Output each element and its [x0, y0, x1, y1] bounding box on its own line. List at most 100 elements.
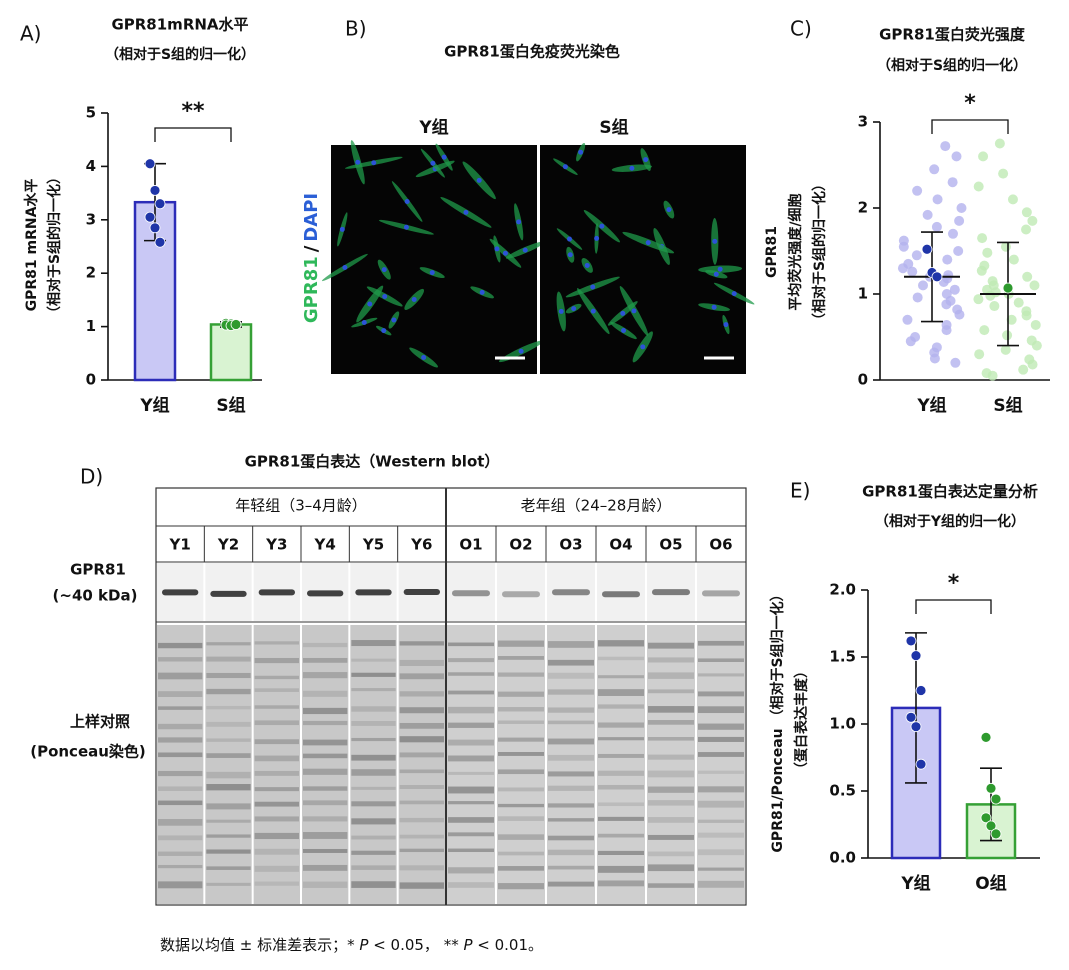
column-label: S组	[599, 117, 628, 138]
ponceau-lane	[253, 625, 300, 904]
nucleus	[594, 235, 600, 241]
y-axis-label: （相对于S组的归一化）	[811, 177, 828, 327]
group-label: 年轻组（3–4月龄）	[235, 497, 367, 515]
nucleus	[342, 264, 348, 270]
ponceau-band	[498, 787, 544, 792]
ponceau-band	[648, 706, 694, 713]
nucleus	[381, 328, 387, 334]
band	[652, 589, 690, 596]
y-tick-label: 1.0	[829, 715, 856, 733]
ponceau-band	[448, 867, 494, 874]
cell-point	[982, 247, 993, 258]
y-axis-label: GPR81 mRNA水平	[23, 179, 40, 312]
nucleus	[645, 240, 651, 246]
micrograph	[540, 145, 746, 374]
nucleus	[382, 293, 388, 299]
chart-title: GPR81蛋白表达定量分析	[862, 483, 1038, 501]
cell-point	[1002, 330, 1013, 341]
cell-point	[949, 284, 960, 295]
ponceau-band	[254, 881, 299, 886]
significance-label: **	[181, 99, 205, 124]
x-tick-label: Y组	[900, 873, 930, 894]
lane-label: Y4	[314, 536, 336, 554]
data-point	[149, 222, 161, 234]
ponceau-band	[448, 722, 494, 728]
ponceau-band	[351, 786, 396, 790]
band	[502, 591, 540, 598]
cell-point	[976, 265, 987, 276]
cell-point	[998, 168, 1009, 179]
ponceau-band	[254, 641, 299, 645]
ponceau-band	[548, 672, 594, 679]
y-tick-label: 0	[858, 371, 868, 389]
ponceau-band	[303, 657, 348, 663]
chart-subtitle: （相对于S组的归一化）	[877, 57, 1027, 74]
cell-point	[941, 299, 952, 310]
ponceau-band	[698, 673, 744, 677]
stain-gpr81: GPR81	[301, 256, 322, 323]
ponceau-band	[648, 851, 694, 857]
chart-title: GPR81蛋白荧光强度	[879, 26, 1026, 44]
panel-label: C)	[790, 17, 812, 41]
ponceau-band	[548, 707, 594, 713]
footnote-part: P	[359, 936, 369, 954]
cell-point	[1018, 364, 1029, 375]
cell-point	[897, 263, 908, 274]
ponceau-band	[399, 769, 444, 774]
cell-point	[956, 203, 967, 213]
ponceau-lane	[597, 625, 645, 904]
stain-slash: /	[301, 245, 322, 252]
ponceau-band	[399, 752, 444, 758]
ponceau-band	[158, 835, 203, 841]
ponceau-band	[698, 880, 744, 888]
ponceau-band	[351, 881, 396, 888]
ponceau-band	[498, 707, 544, 712]
ponceau-band	[158, 851, 203, 856]
nucleus	[717, 266, 723, 272]
ponceau-band	[548, 689, 594, 695]
ponceau-band	[206, 849, 251, 854]
ponceau-band	[399, 800, 444, 805]
ponceau-band	[548, 849, 594, 856]
cell-point	[1006, 314, 1017, 325]
data-point	[990, 793, 1002, 805]
cell-point	[940, 141, 951, 152]
lane-label: Y3	[265, 536, 287, 554]
y-tick-label: 3	[86, 210, 96, 228]
ponceau-band	[158, 819, 203, 826]
row-label: (~40 kDa)	[53, 587, 138, 605]
nucleus	[562, 164, 568, 170]
ponceau-band	[448, 755, 494, 762]
nucleus	[381, 267, 387, 273]
nucleus	[558, 308, 564, 314]
nucleus	[479, 289, 485, 295]
ponceau-lane	[497, 625, 545, 904]
nucleus	[339, 226, 345, 232]
cell-point	[907, 266, 918, 277]
ponceau-band	[158, 691, 203, 697]
ponceau-band	[206, 771, 251, 779]
ponceau-band	[698, 691, 744, 697]
nucleus	[367, 301, 373, 307]
ponceau-band	[303, 672, 348, 679]
ponceau-band	[158, 864, 203, 869]
chart-title: GPR81mRNA水平	[111, 16, 248, 34]
data-point	[905, 635, 917, 647]
cell-point	[953, 246, 964, 256]
footnote-part: < 0.05， **	[368, 936, 463, 954]
nucleus	[567, 252, 573, 258]
ponceau-band	[498, 752, 544, 756]
cell-point	[978, 151, 989, 162]
ponceau-band	[448, 832, 494, 837]
x-tick-label: S组	[993, 395, 1022, 416]
y-tick-label: 2.0	[829, 581, 856, 599]
ponceau-band	[598, 850, 644, 855]
x-tick-label: Y组	[916, 395, 946, 416]
ponceau-band	[158, 786, 203, 791]
data-point	[980, 732, 992, 743]
ponceau-band	[698, 752, 744, 757]
ponceau-band	[206, 819, 251, 823]
ponceau-band	[399, 722, 444, 729]
ponceau-band	[498, 803, 544, 808]
nucleus	[441, 154, 447, 160]
